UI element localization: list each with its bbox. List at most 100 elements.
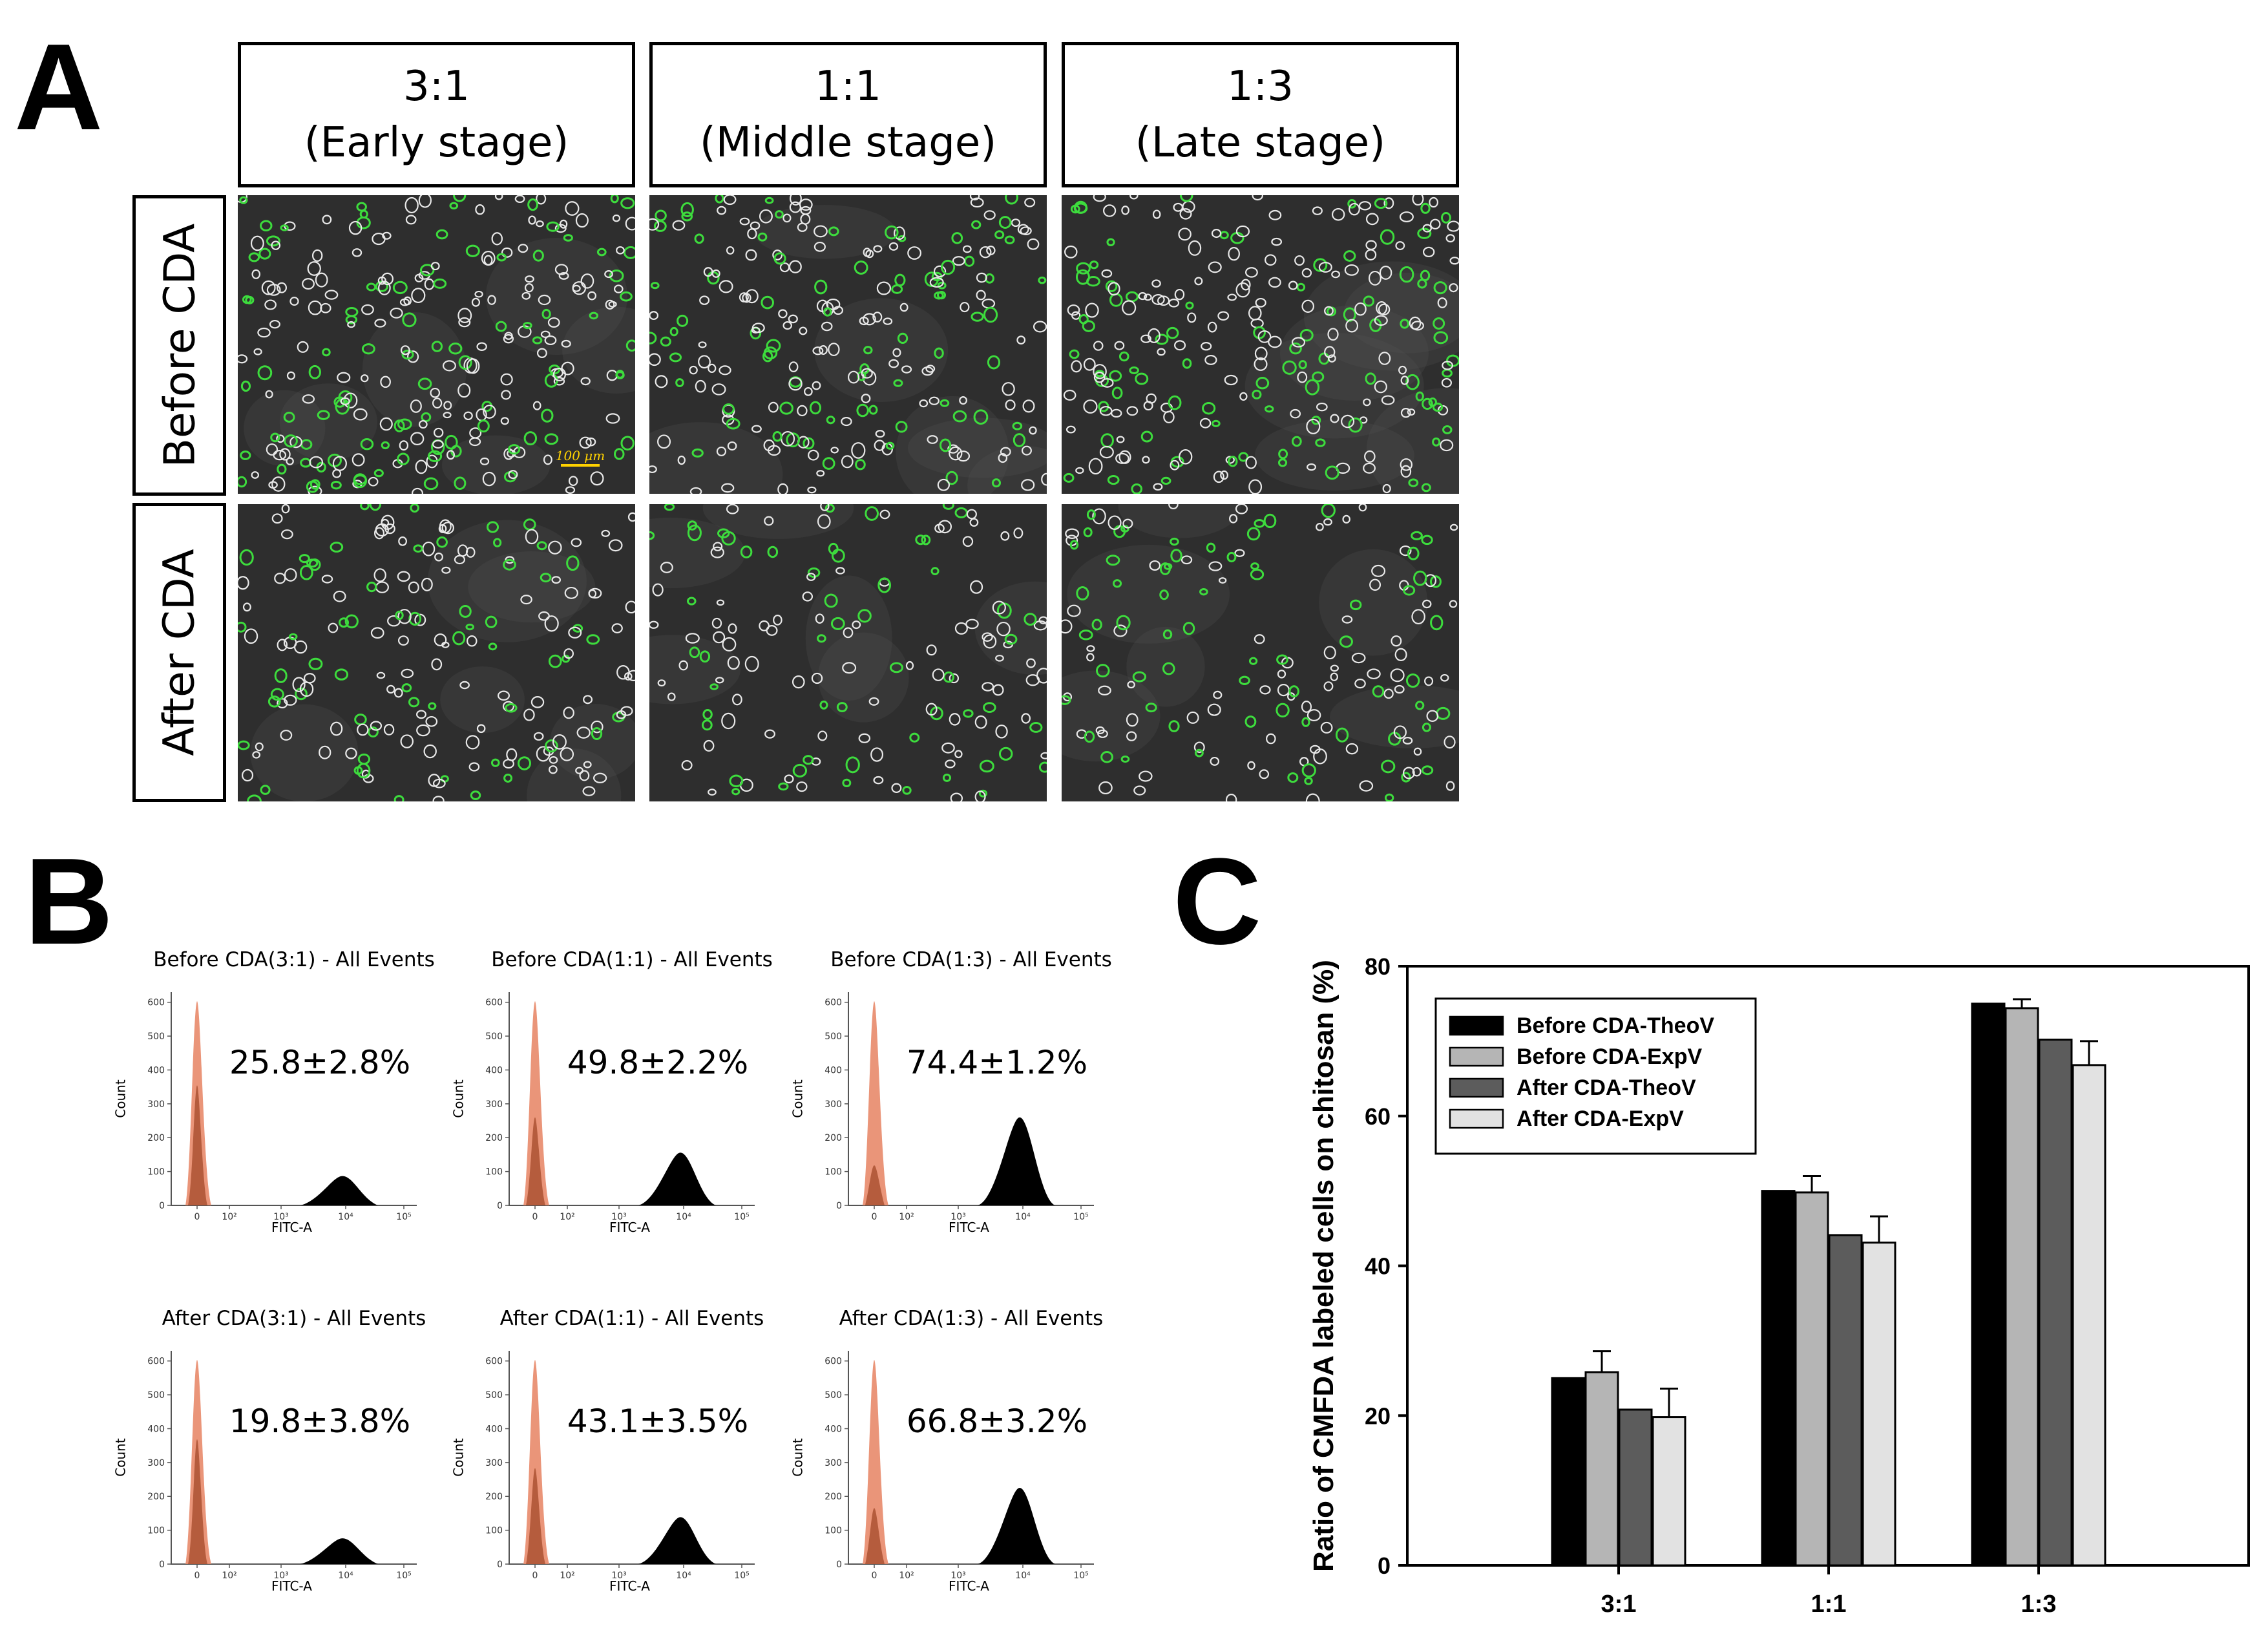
legend-swatch: [1449, 1015, 1504, 1036]
histogram-x-tick: 10²: [222, 1212, 236, 1222]
sample-negative-peak: [526, 1468, 545, 1564]
histogram-y-tick: 300: [824, 1458, 842, 1468]
y-tick-label: 60: [1365, 1103, 1391, 1130]
histogram-y-tick: 400: [824, 1065, 842, 1075]
histogram-y-tick: 500: [485, 1032, 503, 1042]
histogram-y-tick: 200: [147, 1133, 165, 1143]
histogram-title: Before CDA(1:3) - All Events: [830, 948, 1112, 971]
column-header-3-1: 3:1 (Early stage): [238, 42, 635, 187]
histogram-x-tick: 10³: [611, 1571, 626, 1581]
positive-percentage: 74.4±1.2%: [906, 1044, 1088, 1081]
histogram-y-tick: 0: [159, 1560, 165, 1570]
histogram-y-tick: 600: [824, 998, 842, 1008]
histogram-x-tick: 10⁴: [1015, 1571, 1031, 1581]
histogram-x-tick: 10⁵: [734, 1571, 749, 1581]
sample-positive-peak: [978, 1117, 1055, 1205]
histogram-x-tick: 0: [872, 1571, 877, 1581]
histogram-x-tick: 10²: [899, 1212, 914, 1222]
histogram-y-tick: 600: [147, 1357, 165, 1367]
sample-negative-peak: [865, 1508, 885, 1564]
histogram-y-tick: 400: [147, 1424, 165, 1434]
histogram-x-tick: 10³: [950, 1571, 965, 1581]
histogram-y-tick: 400: [824, 1424, 842, 1434]
bar: [1652, 1416, 1686, 1567]
column-header-1-3: 1:3 (Late stage): [1062, 42, 1459, 187]
x-category-label: 3:1: [1601, 1591, 1637, 1618]
sample-negative-peak: [188, 1085, 207, 1205]
histogram-y-tick: 200: [147, 1492, 165, 1502]
row-header-before: Before CDA: [132, 195, 226, 496]
column-ratio: 3:1: [403, 63, 470, 111]
histogram-x-tick: 10⁴: [338, 1212, 353, 1222]
legend-swatch: [1449, 1077, 1504, 1098]
histogram-title: Before CDA(1:1) - All Events: [491, 948, 773, 971]
histogram-y-tick: 300: [147, 1458, 165, 1468]
column-header-1-1: 1:1 (Middle stage): [649, 42, 1047, 187]
histogram-x-tick: 10⁵: [396, 1212, 411, 1222]
histogram-title: Before CDA(3:1) - All Events: [153, 948, 435, 971]
control-peak: [863, 1360, 888, 1564]
micrograph-before-3-1: 100 μm: [238, 195, 635, 494]
histogram-x-label: FITC-A: [271, 1578, 312, 1594]
legend-label: After CDA-ExpV: [1517, 1106, 1684, 1131]
y-tick-label: 20: [1365, 1403, 1391, 1429]
column-stage: (Late stage): [1135, 118, 1386, 167]
histogram-x-tick: 0: [872, 1212, 877, 1222]
positive-percentage: 19.8±3.8%: [229, 1403, 411, 1440]
histogram-y-tick: 500: [824, 1390, 842, 1401]
histogram-y-tick: 300: [147, 1099, 165, 1110]
micrograph-before-1-1: [649, 195, 1047, 494]
bar: [2004, 1007, 2039, 1567]
sample-positive-peak: [978, 1488, 1055, 1564]
histogram-x-tick: 10⁴: [676, 1212, 691, 1222]
histogram-y-tick: 100: [485, 1167, 503, 1178]
histogram-title: After CDA(1:3) - All Events: [839, 1307, 1104, 1330]
sample-positive-peak: [300, 1176, 378, 1205]
histogram-y-tick: 500: [485, 1390, 503, 1401]
histogram-x-tick: 0: [532, 1571, 538, 1581]
histogram-y-tick: 100: [485, 1526, 503, 1536]
histogram-y-tick: 0: [497, 1201, 503, 1211]
positive-percentage: 25.8±2.8%: [229, 1044, 411, 1081]
panel-a-label: A: [14, 19, 103, 156]
histogram-x-tick: 10⁵: [1073, 1212, 1088, 1222]
positive-percentage: 66.8±3.2%: [906, 1403, 1088, 1440]
histogram-title: After CDA(3:1) - All Events: [162, 1307, 426, 1330]
histogram-y-tick: 100: [824, 1526, 842, 1536]
histogram-y-tick: 100: [147, 1526, 165, 1536]
column-stage: (Early stage): [304, 118, 569, 167]
histogram-plot: 0 100 200 300 400 500 600 0 10² 10³ 10⁴ 10⁵: [824, 1351, 1094, 1581]
sample-negative-peak: [865, 1165, 885, 1205]
histogram-plot: 0 100 200 300 400 500 600 0 10² 10³ 10⁴ 10⁵: [824, 992, 1094, 1222]
histogram-x-label: FITC-A: [271, 1220, 312, 1235]
column-ratio: 1:1: [815, 63, 881, 111]
sample-negative-peak: [188, 1439, 207, 1564]
sample-negative-peak: [526, 1117, 545, 1205]
control-peak: [523, 1360, 549, 1564]
histogram-y-tick: 200: [485, 1133, 503, 1143]
column-stage: (Middle stage): [699, 118, 997, 167]
bar: [1584, 1371, 1619, 1567]
histogram-x-tick: 10³: [611, 1212, 626, 1222]
histogram-x-tick: 10⁵: [1073, 1571, 1088, 1581]
bar: [1794, 1191, 1829, 1567]
histogram-y-tick: 600: [485, 998, 503, 1008]
histogram-x-tick: 0: [532, 1212, 538, 1222]
histogram-x-tick: 10³: [273, 1571, 288, 1581]
control-peak: [523, 1001, 549, 1205]
histogram-y-tick: 0: [836, 1201, 842, 1211]
histogram-y-tick: 200: [824, 1492, 842, 1502]
histogram-x-label: FITC-A: [949, 1578, 989, 1594]
micrograph-after-1-1: [649, 504, 1047, 801]
histogram-x-label: FITC-A: [949, 1220, 989, 1235]
histogram-y-tick: 300: [824, 1099, 842, 1110]
histogram-y-tick: 400: [147, 1065, 165, 1075]
sample-positive-peak: [300, 1538, 378, 1564]
histogram-y-tick: 500: [147, 1032, 165, 1042]
y-tick-label: 0: [1378, 1552, 1391, 1579]
histogram-x-tick: 10⁴: [676, 1571, 691, 1581]
legend-label: Before CDA-ExpV: [1517, 1044, 1702, 1069]
histogram-x-tick: 10⁵: [734, 1212, 749, 1222]
histogram-y-tick: 600: [147, 998, 165, 1008]
